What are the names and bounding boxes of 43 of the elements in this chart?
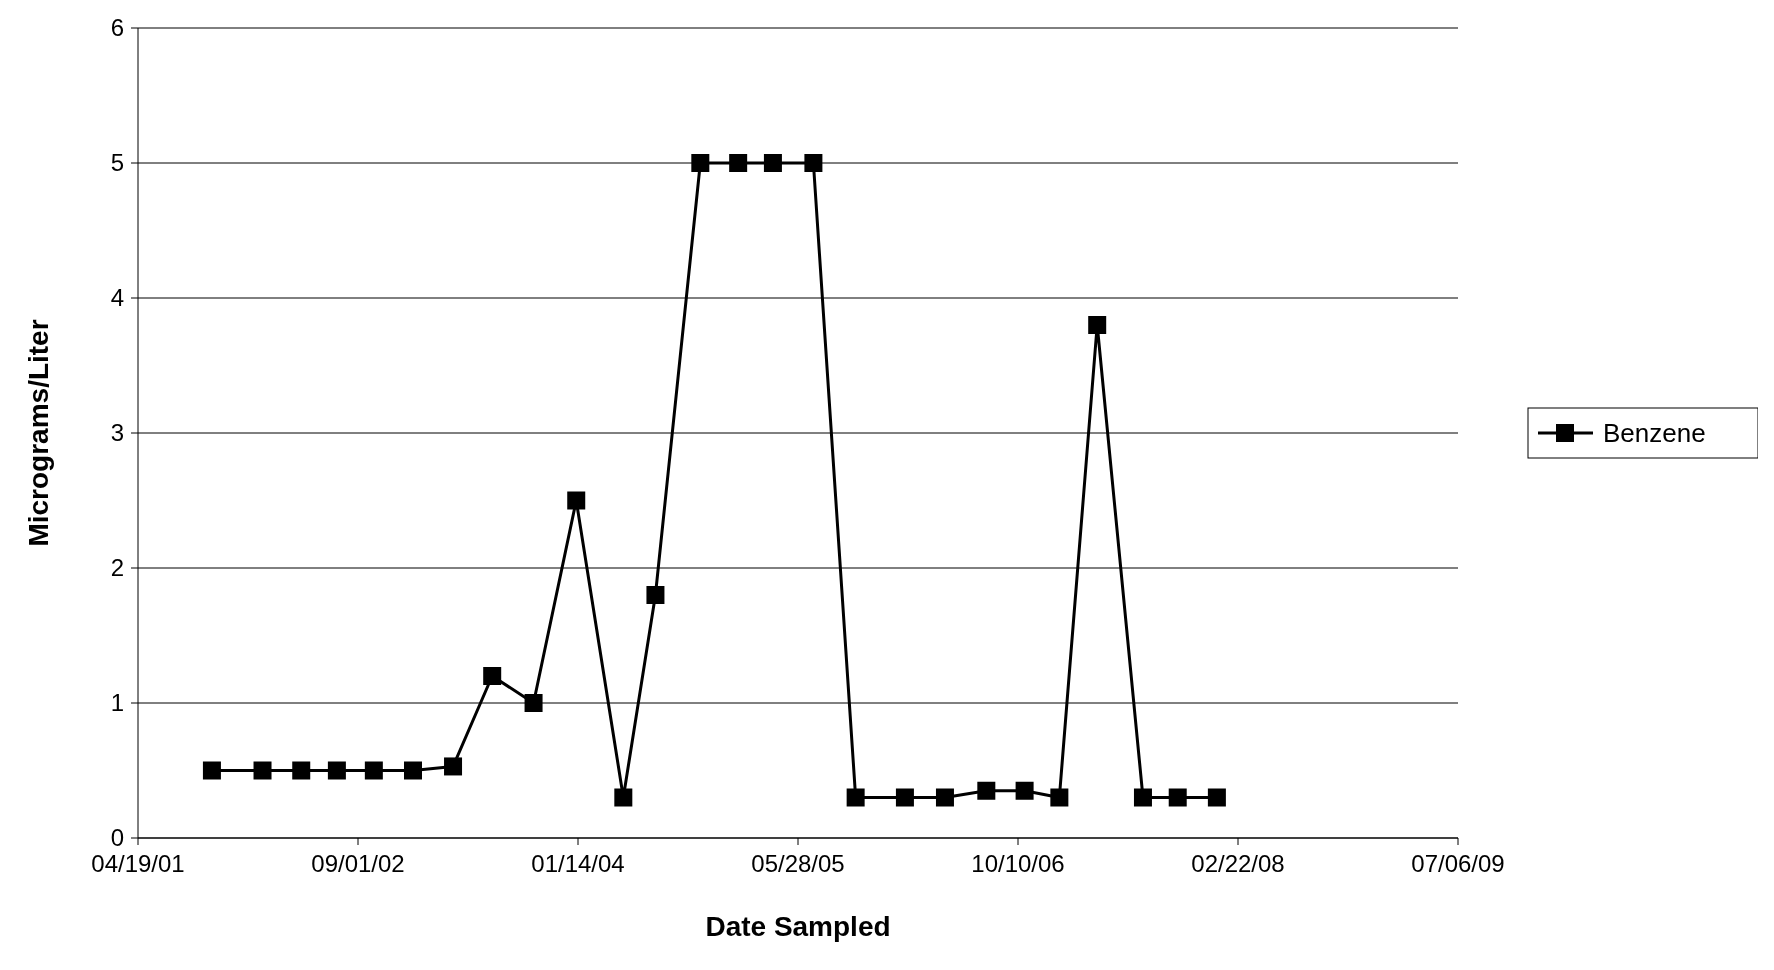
x-axis-title: Date Sampled bbox=[705, 911, 891, 942]
point bbox=[763, 154, 782, 172]
y-axis-title: Micrograms/Liter bbox=[23, 319, 54, 547]
point bbox=[614, 788, 633, 807]
y-tick-label: 5 bbox=[110, 149, 124, 177]
y-tick-label: 1 bbox=[110, 689, 124, 717]
point bbox=[935, 788, 954, 807]
point bbox=[292, 761, 311, 780]
point bbox=[444, 757, 463, 776]
x-tick-label: 01/14/04 bbox=[531, 850, 625, 877]
point bbox=[567, 491, 586, 510]
point bbox=[1207, 788, 1226, 807]
point bbox=[404, 761, 422, 780]
point bbox=[729, 154, 748, 172]
y-tick-label: 4 bbox=[110, 284, 124, 312]
point bbox=[691, 154, 710, 172]
point bbox=[1015, 781, 1034, 800]
point bbox=[1050, 788, 1069, 807]
point bbox=[977, 781, 996, 800]
y-tick-label: 0 bbox=[110, 824, 124, 852]
point bbox=[364, 761, 383, 780]
x-tick-label: 07/06/09 bbox=[1411, 850, 1505, 877]
point bbox=[483, 667, 502, 685]
point bbox=[202, 761, 221, 780]
point bbox=[524, 694, 543, 712]
point bbox=[646, 586, 665, 604]
legend-label: Benzene bbox=[1603, 418, 1706, 449]
point bbox=[804, 154, 823, 172]
point bbox=[895, 788, 914, 807]
x-tick-label: 04/19/01 bbox=[91, 850, 185, 877]
point bbox=[327, 761, 346, 780]
y-tick-label: 2 bbox=[110, 554, 124, 582]
point bbox=[846, 788, 865, 807]
x-tick-label: 02/22/08 bbox=[1191, 850, 1285, 877]
point bbox=[1088, 316, 1107, 334]
y-tick-label: 3 bbox=[110, 419, 124, 447]
x-tick-label: 10/10/06 bbox=[971, 850, 1065, 877]
point bbox=[1133, 788, 1152, 807]
x-tick-label: 09/01/02 bbox=[311, 850, 405, 877]
y-tick-label: 6 bbox=[110, 14, 124, 42]
x-tick-label: 05/28/05 bbox=[751, 850, 845, 877]
point bbox=[253, 761, 272, 780]
point bbox=[1168, 788, 1187, 807]
